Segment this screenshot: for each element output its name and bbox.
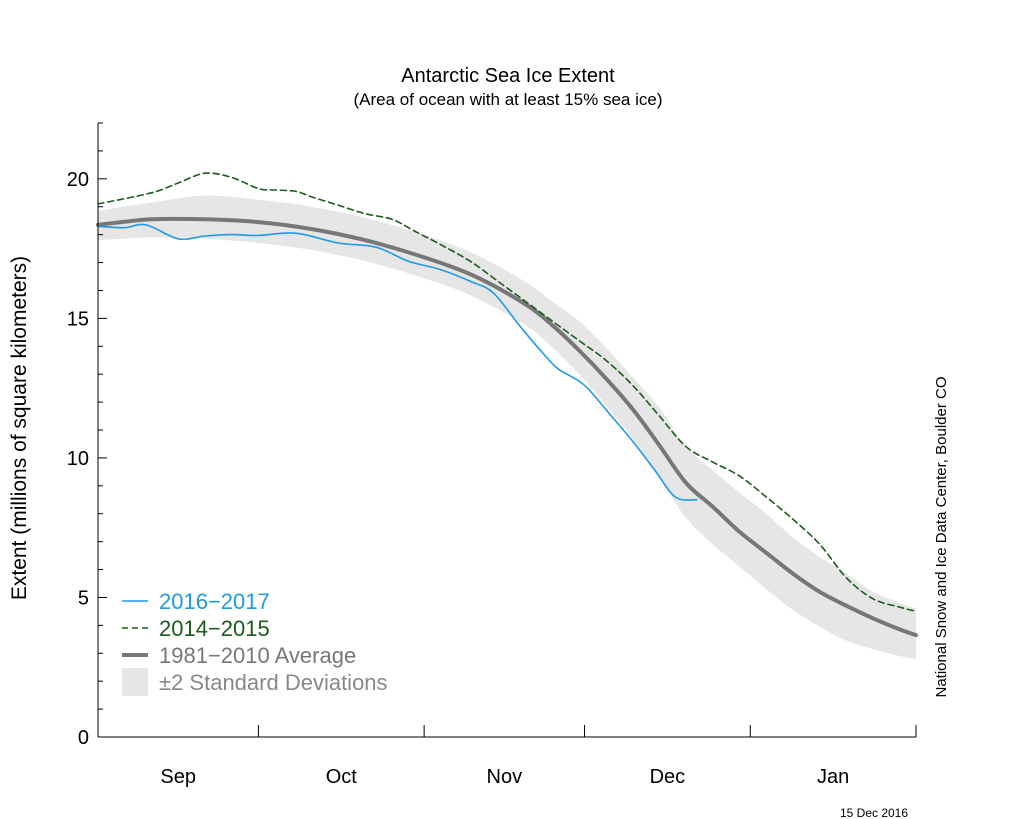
series-average-line [96,216,918,638]
plot-area [96,172,918,659]
series-2016-2017-line [97,223,698,501]
series-2014-2015-line [97,172,917,613]
legend-label: 1981−2010 Average [159,643,356,668]
std-band-area [98,195,916,659]
y-axis-label: Extent (millions of square kilometers) [8,256,31,600]
y-tick-label: 0 [78,727,89,749]
y-tick-label: 10 [67,448,89,470]
x-tick-label: Jan [817,766,849,788]
legend-label: ±2 Standard Deviations [159,670,388,695]
x-tick-label: Oct [326,766,358,788]
legend-band-swatch [122,668,148,696]
chart-subtitle: (Area of ocean with at least 15% sea ice… [354,90,663,109]
y-tick-label: 20 [67,169,89,191]
legend-label: 2016−2017 [159,589,270,614]
legend-label: 2014−2015 [159,616,270,641]
x-tick-label: Sep [160,766,196,788]
x-tick-label: Nov [487,766,523,788]
x-tick-label: Dec [650,766,686,788]
date-stamp: 15 Dec 2016 [840,806,908,819]
chart-title: Antarctic Sea Ice Extent [401,65,615,87]
credit-label: National Snow and Ice Data Center, Bould… [933,376,950,697]
y-tick-label: 15 [67,308,89,330]
axes: 0 5 10 15 20 Sep Oct Nov Dec Jan [67,122,917,788]
y-tick-label: 5 [78,587,89,609]
